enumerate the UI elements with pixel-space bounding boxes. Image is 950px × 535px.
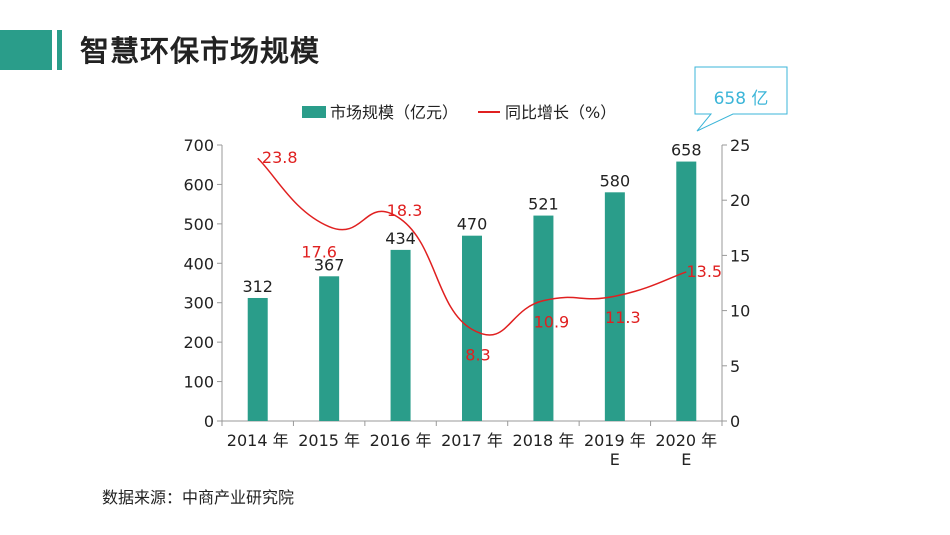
legend-line-label: 同比增长（%） xyxy=(505,103,616,122)
callout-box xyxy=(694,66,788,132)
line-data-label: 8.3 xyxy=(465,345,490,364)
x-tick-label: 2016 年 xyxy=(370,431,432,450)
growth-line xyxy=(257,157,687,336)
line-data-label: 18.3 xyxy=(387,201,423,220)
x-tick-label: 2019 年 xyxy=(584,431,646,450)
bar xyxy=(533,215,554,421)
line-data-label: 11.3 xyxy=(605,308,641,327)
bar-data-label: 470 xyxy=(457,215,488,234)
bar-data-label: 658 xyxy=(671,141,702,160)
line-data-label: 17.6 xyxy=(301,243,337,262)
x-tick-label: 2017 年 xyxy=(441,431,503,450)
callout-text: 658 亿 xyxy=(714,89,769,109)
header-accent-line xyxy=(57,30,62,70)
x-tick-label: 2020 年 xyxy=(655,431,717,450)
legend-bar-swatch xyxy=(302,106,326,118)
bar xyxy=(604,192,625,421)
left-tick-label: 600 xyxy=(183,175,214,194)
header-accent-block xyxy=(0,30,52,70)
left-tick-label: 100 xyxy=(183,373,214,392)
bar xyxy=(390,249,411,421)
page-title: 智慧环保市场规模 xyxy=(80,34,321,68)
right-tick-label: 0 xyxy=(730,412,740,431)
bar-data-label: 434 xyxy=(385,229,416,248)
legend-bar-label: 市场规模（亿元） xyxy=(330,103,458,122)
bar xyxy=(247,297,268,421)
bar-data-label: 367 xyxy=(314,255,345,274)
line-data-label: 13.5 xyxy=(686,262,722,281)
left-tick-label: 700 xyxy=(183,136,214,155)
right-tick-label: 20 xyxy=(730,191,750,210)
bar-data-label: 312 xyxy=(242,277,273,296)
left-tick-label: 300 xyxy=(183,294,214,313)
left-tick-label: 400 xyxy=(183,254,214,273)
bar-data-label: 521 xyxy=(528,195,559,214)
right-tick-label: 25 xyxy=(730,136,750,155)
x-tick-label: E xyxy=(610,450,620,469)
left-tick-label: 500 xyxy=(183,215,214,234)
bar xyxy=(676,161,697,421)
line-data-label: 10.9 xyxy=(534,313,570,332)
bar xyxy=(462,235,482,421)
x-tick-label: 2015 年 xyxy=(298,431,360,450)
line-data-label: 23.8 xyxy=(262,148,298,167)
bar-data-label: 580 xyxy=(600,171,631,190)
x-tick-label: 2014 年 xyxy=(227,431,289,450)
left-tick-label: 200 xyxy=(183,333,214,352)
left-tick-label: 0 xyxy=(204,412,214,431)
right-tick-label: 15 xyxy=(730,246,750,265)
x-tick-label: 2018 年 xyxy=(513,431,575,450)
x-tick-label: E xyxy=(681,450,691,469)
right-tick-label: 10 xyxy=(730,302,750,321)
right-tick-label: 5 xyxy=(730,357,740,376)
source-note: 数据来源：中商产业研究院 xyxy=(102,488,295,507)
bar xyxy=(319,276,340,421)
